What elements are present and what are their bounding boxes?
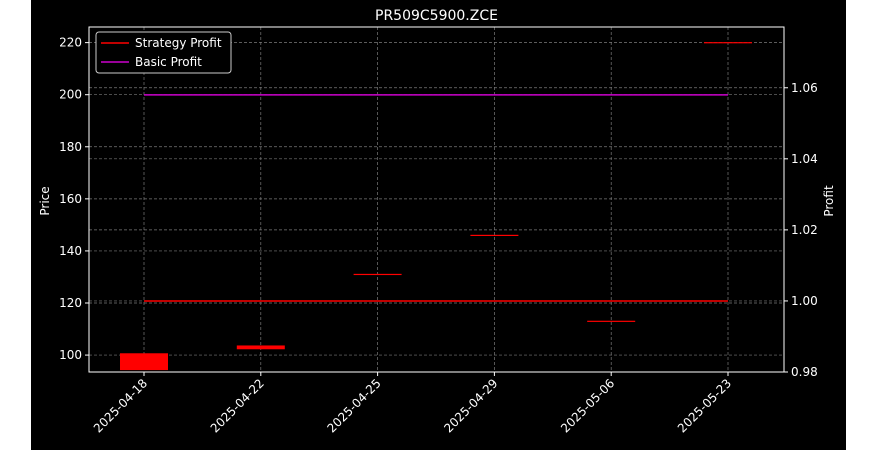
y-tick-label-left: 120: [59, 296, 82, 310]
x-tick-label: 2025-05-06: [558, 376, 617, 435]
y-tick-label-right: 1.02: [791, 223, 818, 237]
candle: [704, 42, 752, 44]
candle: [353, 273, 402, 276]
y-axis-label-right: Profit: [822, 185, 836, 217]
chart-marks: [120, 42, 752, 371]
chart-title: PR509C5900.ZCE: [375, 8, 498, 24]
y-tick-label-left: 220: [59, 36, 82, 50]
y-tick-label-left: 160: [59, 192, 82, 206]
y-tick-label-right: 1.04: [791, 152, 818, 166]
chart-figure: PR509C5900.ZCE 100 120 140 160 180 200 220 0.98…: [31, 0, 846, 450]
plot-frame: [88, 26, 785, 373]
y-tick-label-right: 1.06: [791, 81, 818, 95]
legend-box: [95, 31, 232, 74]
x-tick-label: 2025-04-18: [91, 376, 150, 435]
y-tick-label-right: 1.00: [791, 294, 818, 308]
y-axis-label-left: Price: [38, 186, 52, 215]
legend: Strategy Profit Basic Profit: [95, 31, 232, 74]
legend-label: Strategy Profit: [135, 36, 222, 50]
legend-label: Basic Profit: [135, 55, 202, 69]
chart-svg: PR509C5900.ZCE 100 120 140 160 180 200 220 0.98…: [38, 8, 836, 435]
x-tick-label: 2025-04-29: [441, 376, 500, 435]
y-tick-label-left: 200: [59, 88, 82, 102]
y-tick-label-left: 140: [59, 244, 82, 258]
candle: [120, 353, 168, 371]
y-tick-label-right: 0.98: [791, 365, 818, 379]
y-tick-label-left: 180: [59, 140, 82, 154]
x-tick-label: 2025-04-22: [208, 376, 267, 435]
candle: [470, 234, 519, 237]
candle: [587, 320, 636, 322]
y-tick-label-left: 100: [59, 348, 82, 362]
grid-lines: [89, 27, 784, 373]
x-tick-label: 2025-04-25: [325, 376, 384, 435]
x-tick-label: 2025-05-23: [675, 376, 734, 435]
candle: [236, 345, 285, 350]
